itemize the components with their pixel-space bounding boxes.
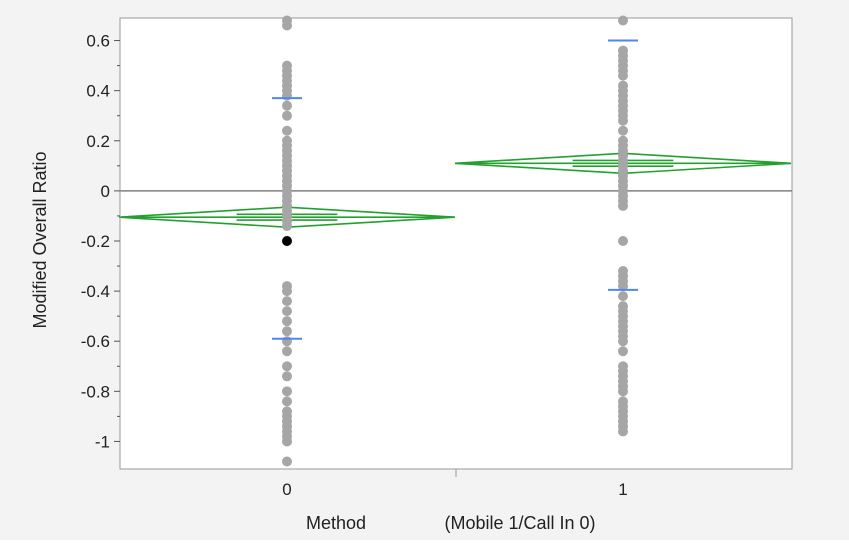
y-tick-label: -0.4 — [81, 282, 110, 301]
data-point — [282, 396, 292, 407]
y-tick-label: 0 — [101, 182, 110, 201]
data-point — [282, 346, 292, 357]
data-point — [282, 110, 292, 121]
data-point — [618, 70, 628, 81]
data-point — [282, 20, 292, 31]
x-tick-label: 1 — [618, 480, 627, 499]
data-point — [618, 426, 628, 437]
data-point — [282, 371, 292, 382]
y-tick-label: -0.2 — [81, 232, 110, 251]
y-tick-label: -1 — [95, 432, 110, 451]
x-tick-label: 0 — [282, 480, 291, 499]
data-point — [618, 336, 628, 347]
data-point — [282, 220, 292, 231]
x-axis-label: Method — [306, 513, 366, 533]
data-point — [618, 200, 628, 211]
y-tick-label: -0.8 — [81, 382, 110, 401]
data-point — [282, 306, 292, 317]
y-tick-label: 0.6 — [86, 32, 110, 51]
y-axis-label: Modified Overall Ratio — [30, 151, 50, 328]
data-point — [618, 115, 628, 126]
y-tick-label: 0.4 — [86, 82, 110, 101]
data-point — [618, 291, 628, 302]
data-point — [282, 125, 292, 136]
data-point — [282, 456, 292, 467]
plot-area — [119, 17, 793, 470]
data-point — [618, 386, 628, 397]
data-point — [282, 326, 292, 337]
x-axis-label-detail: (Mobile 1/Call In 0) — [444, 513, 595, 533]
data-point — [618, 125, 628, 136]
data-point — [618, 235, 628, 246]
data-point — [282, 316, 292, 327]
data-point — [618, 346, 628, 357]
data-point — [282, 386, 292, 397]
data-point — [282, 296, 292, 307]
data-point-highlighted — [282, 235, 292, 246]
data-point — [282, 436, 292, 447]
data-point — [618, 15, 628, 26]
data-point — [282, 361, 292, 372]
data-point — [282, 286, 292, 297]
y-tick-label: -0.6 — [81, 332, 110, 351]
y-tick-label: 0.2 — [86, 132, 110, 151]
data-point — [282, 100, 292, 111]
data-point — [618, 281, 628, 292]
